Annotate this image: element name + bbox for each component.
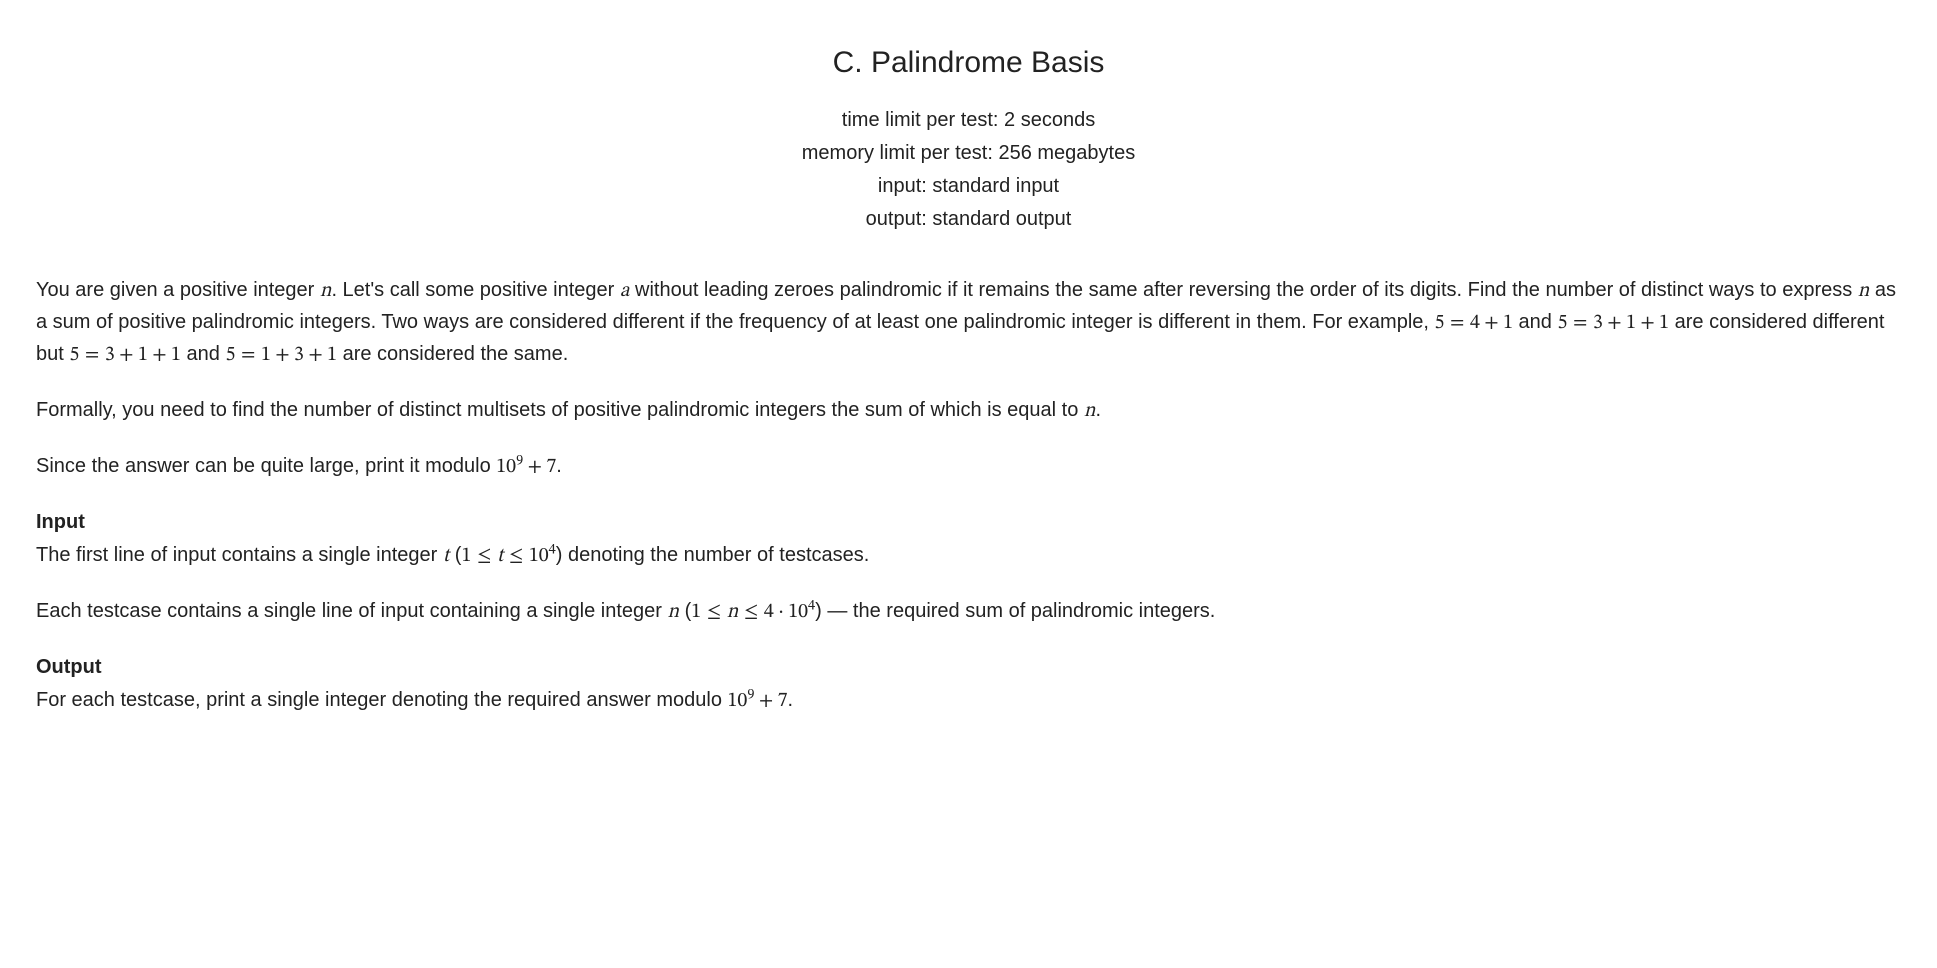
text: . [556,455,562,477]
text: Each testcase contains a single line of … [36,600,668,622]
math-modulus: 109+7 [728,691,788,711]
math-n: n [320,281,332,301]
paragraph-3: Since the answer can be quite large, pri… [36,451,1901,483]
text: are considered the same. [337,343,568,365]
math-eq: 5=3+1+1 [1557,313,1669,333]
text: ) — the required sum of palindromic inte… [815,600,1215,622]
math-eq: 5=1+3+1 [225,345,337,365]
text: The first line of input contains a singl… [36,544,443,566]
math-n: n [668,602,680,622]
output-line-1: For each testcase, print a single intege… [36,685,1901,717]
math-range: 1≤t≤104 [461,546,555,566]
input-line-2: Each testcase contains a single line of … [36,596,1901,628]
input-type: input: standard input [36,171,1901,202]
math-a: a [620,281,630,301]
text: without leading zeroes palindromic if it… [629,279,1857,301]
text: Since the answer can be quite large, pri… [36,455,496,477]
text: and [181,343,225,365]
math-n: n [1084,401,1096,421]
text: Formally, you need to find the number of… [36,399,1084,421]
text: ( [449,544,461,566]
math-modulus: 109+7 [496,457,556,477]
text: For each testcase, print a single intege… [36,689,728,711]
math-range: 1≤n≤4·104 [691,602,815,622]
time-limit: time limit per test: 2 seconds [36,105,1901,136]
math-eq: 5=3+1+1 [69,345,181,365]
text: . [788,689,794,711]
input-header: Input [36,507,1901,538]
text: You are given a positive integer [36,279,320,301]
text: . Let's call some positive integer [331,279,619,301]
output-header: Output [36,652,1901,683]
problem-statement: C. Palindrome Basis time limit per test:… [36,40,1901,717]
text: ( [679,600,691,622]
text: and [1513,311,1557,333]
memory-limit: memory limit per test: 256 megabytes [36,138,1901,169]
input-line-1: The first line of input contains a singl… [36,540,1901,572]
math-n: n [1858,281,1870,301]
problem-title: C. Palindrome Basis [36,40,1901,87]
text: ) denoting the number of testcases. [556,544,870,566]
problem-header: C. Palindrome Basis time limit per test:… [36,40,1901,235]
math-eq: 5=4+1 [1435,313,1514,333]
paragraph-2: Formally, you need to find the number of… [36,395,1901,427]
text: . [1095,399,1101,421]
output-type: output: standard output [36,204,1901,235]
paragraph-1: You are given a positive integer n. Let'… [36,275,1901,371]
